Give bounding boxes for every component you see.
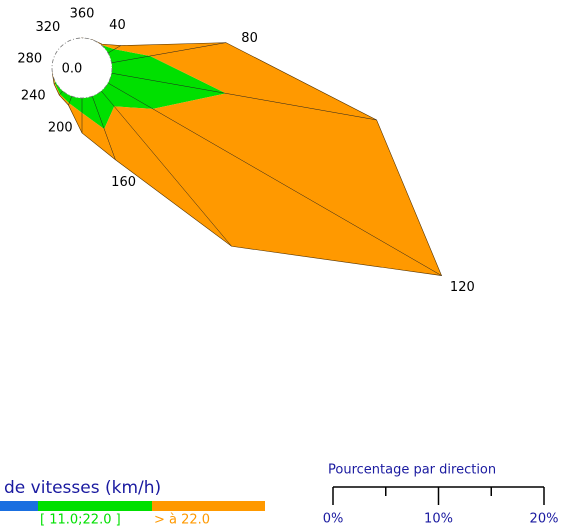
rose-spoke (99, 89, 232, 247)
direction-label: 320 (35, 20, 60, 35)
rose-spoke (109, 42, 226, 64)
scale-tick-label: 0% (323, 512, 344, 527)
rose-band (53, 38, 226, 130)
rose-band (52, 37, 442, 276)
scale-tick-label: 10% (424, 512, 453, 527)
legend-label: [ 11.0;22.0 ] (40, 513, 121, 527)
scale-tick-label: 20% (530, 512, 559, 527)
rose-spoke (106, 81, 442, 276)
legend-swatch (0, 501, 38, 511)
direction-label: 160 (111, 175, 136, 190)
legend-title: de vitesses (km/h) (4, 478, 161, 498)
legend-label: > à 22.0 (154, 513, 210, 527)
rose-spoke (106, 45, 121, 55)
scale-title: Pourcentage par direction (328, 463, 496, 478)
direction-label: 40 (109, 18, 126, 33)
calm-label: 0.0 (62, 62, 83, 77)
rose-spoke (109, 72, 377, 121)
direction-label: 280 (17, 51, 42, 66)
legend-swatch (152, 501, 265, 511)
direction-label: 120 (450, 280, 475, 295)
rose-spoke (91, 94, 116, 160)
direction-label: 360 (70, 6, 95, 21)
legend-swatch (38, 501, 152, 511)
direction-label: 240 (21, 89, 46, 104)
calm-circle (51, 37, 113, 99)
direction-label: 80 (241, 31, 258, 46)
direction-label: 200 (48, 120, 73, 135)
